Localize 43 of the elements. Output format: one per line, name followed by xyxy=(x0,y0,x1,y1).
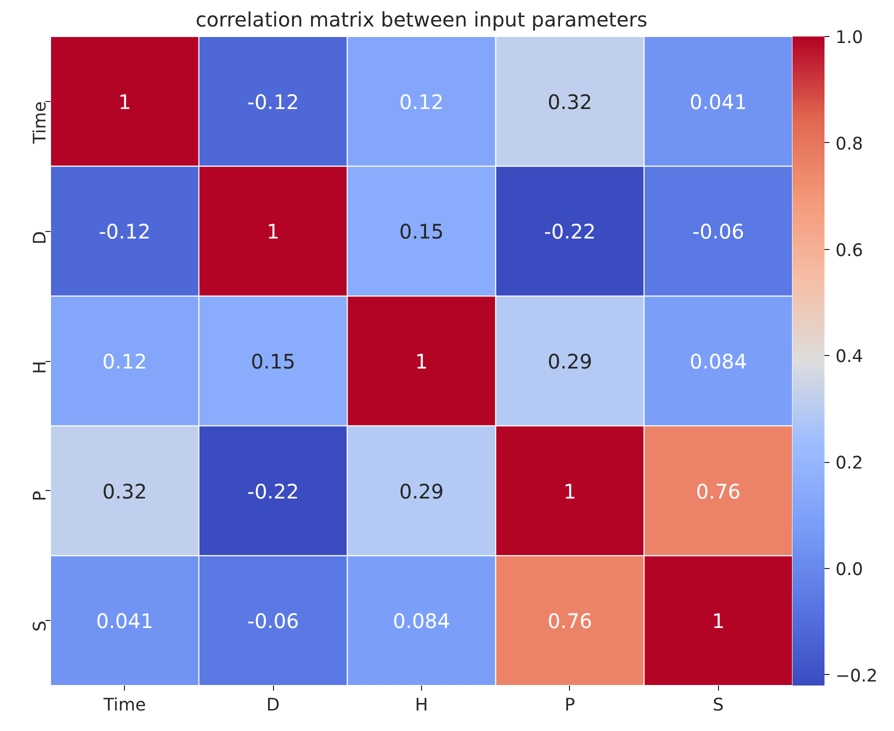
data-label: 0.041 xyxy=(96,609,154,634)
color-bar-label: 1.0 xyxy=(836,28,864,48)
x-tick-label: Time xyxy=(102,696,146,716)
x-tick-label: P xyxy=(564,696,576,716)
data-label: 1 xyxy=(415,350,428,374)
color-bar-label: 0.4 xyxy=(836,347,864,368)
data-label: -0.22 xyxy=(544,220,596,244)
data-label: -0.12 xyxy=(247,90,299,114)
data-label: -0.12 xyxy=(98,220,151,244)
color-bar-label: −0.2 xyxy=(836,666,878,686)
data-label: 0.15 xyxy=(250,350,296,374)
y-tick-label: P xyxy=(30,490,50,502)
data-label: 0.15 xyxy=(399,220,444,244)
color-bar-label: 0.6 xyxy=(836,240,864,261)
data-label: 1 xyxy=(712,609,725,634)
data-label: 0.32 xyxy=(102,479,147,504)
data-label: 0.29 xyxy=(548,350,592,374)
data-label: 1 xyxy=(564,479,576,504)
data-label: 0.041 xyxy=(690,90,747,114)
y-tick-label: H xyxy=(30,361,50,374)
data-label: 0.76 xyxy=(548,609,592,634)
y-tick-label: D xyxy=(30,231,50,245)
data-label: 0.12 xyxy=(399,90,444,114)
data-label: 0.084 xyxy=(392,609,450,634)
x-tick-label: D xyxy=(266,696,280,716)
data-label: -0.22 xyxy=(247,479,299,504)
data-label: 1 xyxy=(118,90,132,114)
data-label: -0.06 xyxy=(692,220,744,244)
data-label: 0.12 xyxy=(102,350,147,374)
y-tick-label: S xyxy=(30,620,50,632)
color-bar-label: 0.0 xyxy=(836,560,864,580)
data-label: 0.76 xyxy=(696,479,741,504)
data-label: 0.084 xyxy=(690,350,747,374)
data-label: 0.32 xyxy=(548,90,592,114)
data-label: 0.29 xyxy=(399,479,444,504)
data-label: -0.06 xyxy=(247,609,299,634)
chart-title: correlation matrix between input parameters xyxy=(196,8,648,32)
x-tick-label: S xyxy=(712,696,724,716)
color-bar-label: 0.8 xyxy=(836,134,864,154)
y-tick-label: Time xyxy=(30,101,50,145)
data-label: 1 xyxy=(266,220,280,244)
color-bar-label: 0.2 xyxy=(836,454,864,474)
x-tick-label: H xyxy=(414,696,428,716)
